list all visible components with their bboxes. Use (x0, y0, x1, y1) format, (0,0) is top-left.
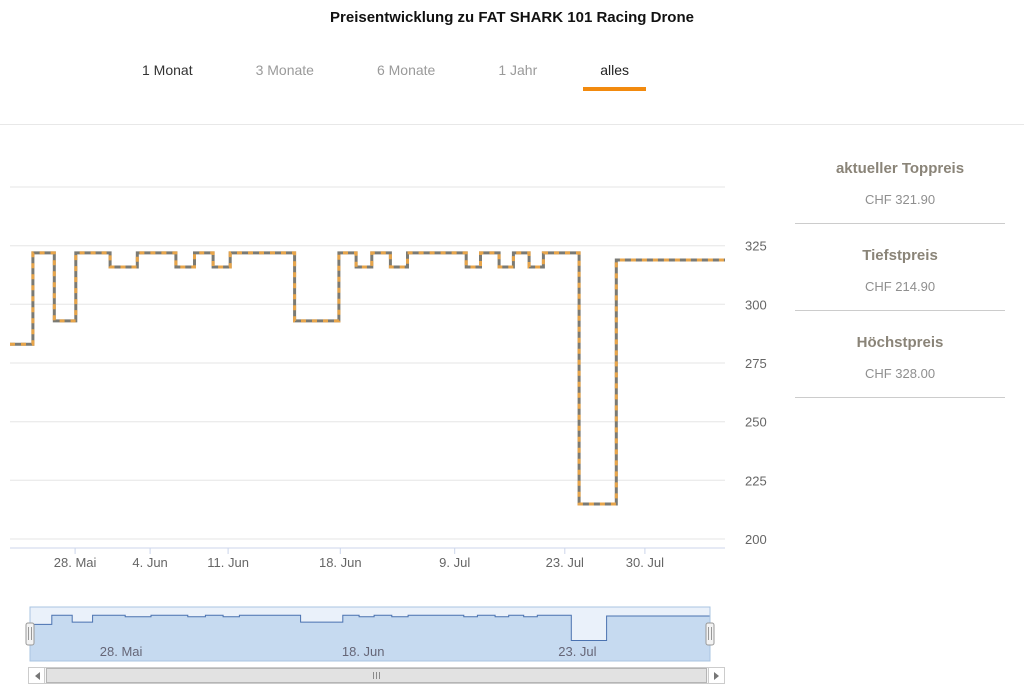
stat-value: CHF 214.90 (864, 279, 936, 294)
y-axis-tick-label: 225 (745, 473, 767, 488)
x-axis-tick-label: 28. Mai (54, 555, 97, 570)
scrollbar-track[interactable] (45, 667, 708, 684)
arrow-right-icon (713, 671, 723, 680)
chart-scrollbar[interactable] (28, 667, 725, 684)
range-tabs: 1 Monat 3 Monate 6 Monate 1 Jahr alles (142, 58, 647, 91)
navigator-axis-label: 28. Mai (100, 644, 143, 659)
scrollbar-right-arrow-button[interactable] (708, 667, 725, 684)
navigator-axis-label: 18. Jun (342, 644, 385, 659)
tab-1-monat[interactable]: 1 Monat (142, 62, 193, 78)
navigator-axis-label: 23. Jul (558, 644, 596, 659)
x-axis-tick-label: 18. Jun (319, 555, 362, 570)
stat-label: Tiefstpreis (862, 247, 938, 264)
x-axis-tick-label: 4. Jun (132, 555, 167, 570)
stat-highest-price: Höchstpreis CHF 328.00 (795, 334, 1005, 398)
tab-1-jahr[interactable]: 1 Jahr (498, 62, 538, 78)
navigator-right-handle[interactable] (705, 622, 715, 646)
scrollbar-left-arrow-button[interactable] (28, 667, 45, 684)
y-axis-tick-label: 300 (745, 297, 767, 312)
range-navigator[interactable]: 28. Mai 18. Jun 23. Jul (25, 606, 715, 665)
x-axis-tick-label: 23. Jul (546, 555, 584, 570)
stat-lowest-price: Tiefstpreis CHF 214.90 (795, 247, 1005, 311)
stat-value: CHF 321.90 (864, 192, 936, 207)
price-history-chart[interactable]: 325 300 275 250 225 200 28. Mai 4. Jun 11. Jun 18… (0, 140, 790, 602)
navigator-left-handle[interactable] (25, 622, 35, 646)
y-axis-tick-label: 275 (745, 356, 767, 371)
navigator-area (30, 615, 710, 661)
header-divider (0, 124, 1024, 125)
tab-3-monate[interactable]: 3 Monate (255, 62, 314, 78)
chart-title: Preisentwicklung zu FAT SHARK 101 Racing… (330, 9, 694, 26)
y-axis-tick-label: 325 (745, 239, 767, 254)
y-axis-tick-label: 200 (745, 532, 767, 547)
price-stats-panel: aktueller Toppreis CHF 321.90 Tiefstprei… (795, 160, 1005, 421)
tab-6-monate[interactable]: 6 Monate (376, 62, 436, 78)
navigator-line (30, 614, 710, 641)
stat-value: CHF 328.00 (864, 366, 936, 381)
stat-divider (795, 310, 1005, 311)
stat-label: aktueller Toppreis (835, 160, 965, 177)
y-axis-tick-label: 250 (745, 415, 767, 430)
price-line-base (10, 251, 725, 506)
stat-current-top-price: aktueller Toppreis CHF 321.90 (795, 160, 1005, 224)
x-axis-tick-label: 30. Jul (626, 555, 664, 570)
tab-alles[interactable]: alles (583, 58, 647, 91)
stat-label: Höchstpreis (856, 334, 944, 351)
x-axis-tick-label: 9. Jul (439, 555, 470, 570)
grip-icon (376, 672, 377, 679)
arrow-left-icon (31, 671, 40, 680)
price-line-dash (10, 251, 725, 506)
stat-divider (795, 223, 1005, 224)
stat-divider (795, 397, 1005, 398)
x-axis-tick-label: 11. Jun (207, 555, 249, 570)
scrollbar-thumb[interactable] (46, 668, 707, 683)
